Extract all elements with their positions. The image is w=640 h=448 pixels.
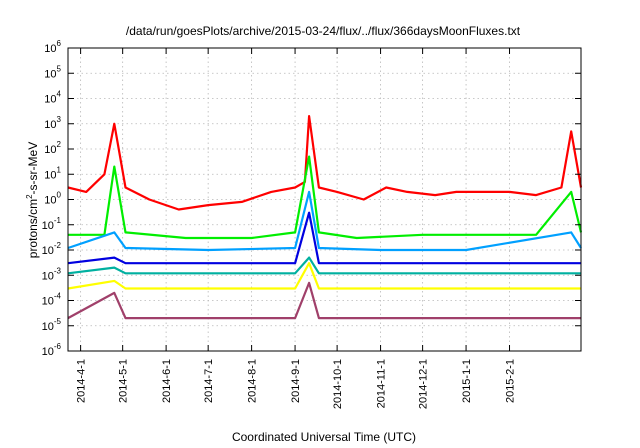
y-tick-label: 102 — [44, 140, 61, 156]
series-line-5 — [67, 256, 581, 275]
x-tick-label: 2014-6-1 — [161, 359, 173, 403]
y-tick-label: 105 — [44, 64, 61, 80]
series-line-7 — [67, 281, 581, 320]
y-tick-label: 10-2 — [42, 241, 62, 257]
series-line-6 — [67, 262, 581, 290]
x-tick-label: 2014-9-1 — [290, 359, 302, 403]
x-tick-label: 2014-4-1 — [76, 359, 88, 403]
x-tick-label: 2015-1-1 — [461, 359, 473, 403]
y-tick-label: 10-4 — [42, 292, 62, 308]
y-axis-label: protons/cm2-s-sr-MeV — [25, 142, 40, 258]
x-tick-label: 2014-5-1 — [118, 359, 130, 403]
chart-title: /data/run/goesPlots/archive/2015-03-24/f… — [126, 24, 521, 38]
x-tick-label: 2014-8-1 — [247, 359, 259, 403]
x-tick-label: 2015-2-1 — [505, 359, 517, 403]
y-tick-label: 106 — [44, 39, 61, 55]
series-line-4 — [67, 211, 581, 265]
x-tick-label: 2014-11-1 — [376, 359, 388, 408]
series-line-3 — [67, 190, 582, 252]
y-tick-label: 10-6 — [42, 342, 62, 358]
y-axis: 10-6 10-5 10-4 10-3 10-2 10-1 100 101 102 103 104 1… — [42, 39, 581, 358]
series-layer — [67, 114, 583, 320]
y-tick-label: 104 — [44, 90, 61, 106]
series-line-2 — [68, 155, 583, 240]
y-tick-label: 10-1 — [42, 216, 62, 232]
x-tick-label: 2014-12-1 — [418, 359, 430, 409]
y-tick-label: 103 — [44, 115, 61, 131]
series-line-1 — [67, 114, 583, 211]
y-tick-label: 101 — [44, 165, 61, 181]
y-tick-label: 100 — [44, 191, 61, 207]
y-tick-label: 10-3 — [42, 266, 62, 282]
x-tick-label: 2014-10-1 — [332, 359, 344, 409]
x-axis: 2014-4-1 2014-5-1 2014-6-1 2014-7-1 2014-8-1… — [76, 48, 517, 409]
x-tick-label: 2014-7-1 — [203, 359, 215, 403]
grid — [68, 48, 581, 351]
x-axis-label: Coordinated Universal Time (UTC) — [232, 430, 416, 444]
y-tick-label: 10-5 — [42, 317, 62, 333]
